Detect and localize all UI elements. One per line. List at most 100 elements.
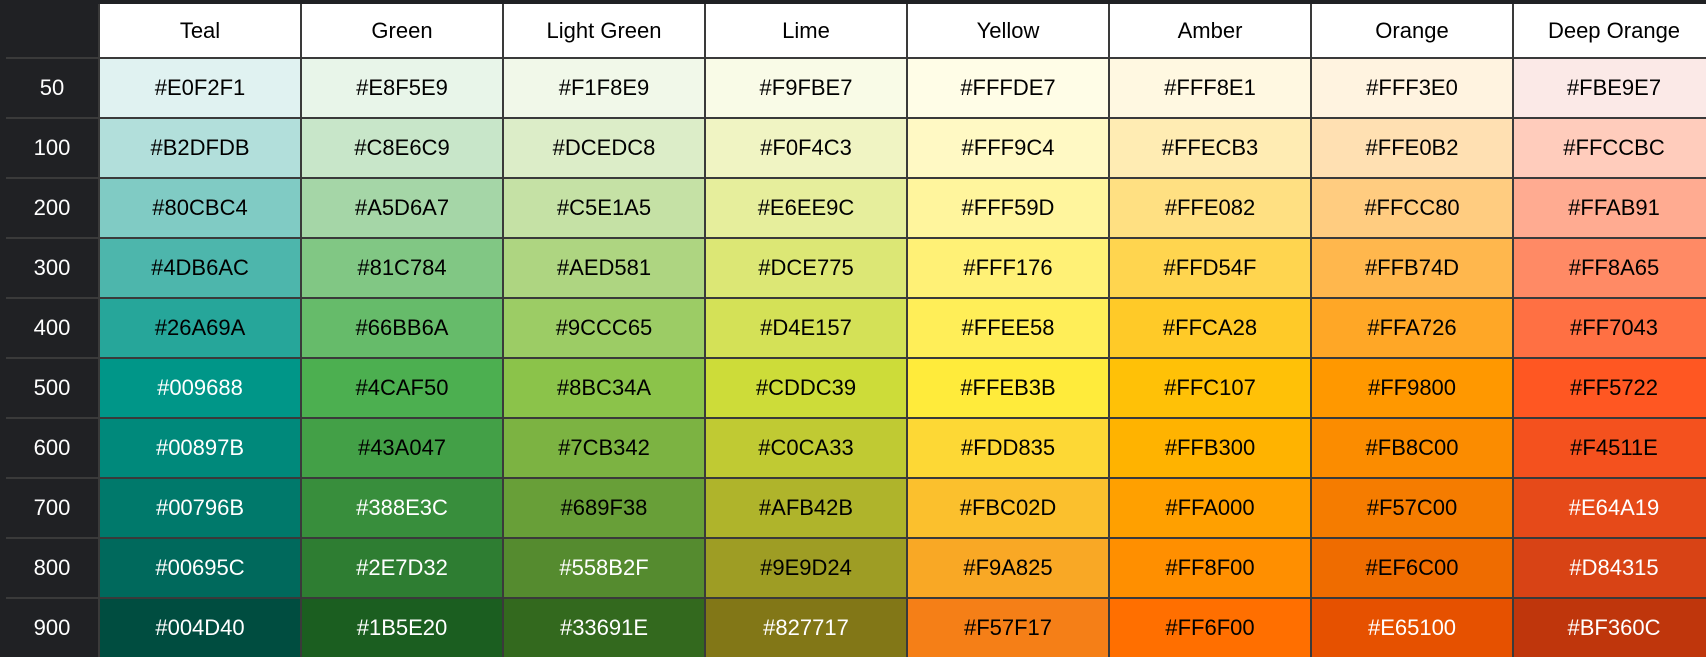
color-swatch: #E64A19 xyxy=(1514,479,1706,537)
color-swatch: #FF9800 xyxy=(1312,359,1512,417)
color-swatch: #689F38 xyxy=(504,479,704,537)
color-swatch: #00796B xyxy=(100,479,300,537)
color-swatch: #BF360C xyxy=(1514,599,1706,657)
color-swatch: #F57F17 xyxy=(908,599,1108,657)
table-corner xyxy=(6,4,98,57)
color-swatch: #FF7043 xyxy=(1514,299,1706,357)
column-header-teal: Teal xyxy=(100,4,300,57)
color-swatch: #FFEE58 xyxy=(908,299,1108,357)
color-swatch: #FFF3E0 xyxy=(1312,59,1512,117)
color-swatch: #FFA726 xyxy=(1312,299,1512,357)
color-swatch: #B2DFDB xyxy=(100,119,300,177)
color-swatch: #388E3C xyxy=(302,479,502,537)
color-swatch: #9E9D24 xyxy=(706,539,906,597)
color-swatch: #FF6F00 xyxy=(1110,599,1310,657)
shade-label-800: 800 xyxy=(6,539,98,597)
color-swatch: #FFAB91 xyxy=(1514,179,1706,237)
shade-label-900: 900 xyxy=(6,599,98,657)
color-swatch: #FFD54F xyxy=(1110,239,1310,297)
color-swatch: #9CCC65 xyxy=(504,299,704,357)
column-header-yellow: Yellow xyxy=(908,4,1108,57)
color-swatch: #E6EE9C xyxy=(706,179,906,237)
color-swatch: #7CB342 xyxy=(504,419,704,477)
color-swatch: #FFF176 xyxy=(908,239,1108,297)
color-swatch: #FFB300 xyxy=(1110,419,1310,477)
color-swatch: #C5E1A5 xyxy=(504,179,704,237)
color-swatch: #FF5722 xyxy=(1514,359,1706,417)
color-swatch: #8BC34A xyxy=(504,359,704,417)
color-swatch: #00695C xyxy=(100,539,300,597)
color-swatch: #F9FBE7 xyxy=(706,59,906,117)
shade-label-300: 300 xyxy=(6,239,98,297)
shade-label-400: 400 xyxy=(6,299,98,357)
color-palette-table: Teal Green Light Green Lime Yellow Amber… xyxy=(6,4,1706,657)
column-header-light-green: Light Green xyxy=(504,4,704,57)
color-swatch: #33691E xyxy=(504,599,704,657)
color-swatch: #FF8A65 xyxy=(1514,239,1706,297)
color-swatch: #FFF8E1 xyxy=(1110,59,1310,117)
color-swatch: #E0F2F1 xyxy=(100,59,300,117)
shade-label-200: 200 xyxy=(6,179,98,237)
column-header-orange: Orange xyxy=(1312,4,1512,57)
color-swatch: #2E7D32 xyxy=(302,539,502,597)
color-swatch: #1B5E20 xyxy=(302,599,502,657)
color-swatch: #558B2F xyxy=(504,539,704,597)
column-header-green: Green xyxy=(302,4,502,57)
color-swatch: #F1F8E9 xyxy=(504,59,704,117)
color-swatch: #827717 xyxy=(706,599,906,657)
color-swatch: #FFFDE7 xyxy=(908,59,1108,117)
color-swatch: #CDDC39 xyxy=(706,359,906,417)
color-swatch: #C8E6C9 xyxy=(302,119,502,177)
color-swatch: #FB8C00 xyxy=(1312,419,1512,477)
color-swatch: #FFECB3 xyxy=(1110,119,1310,177)
color-swatch: #FFE0B2 xyxy=(1312,119,1512,177)
shade-label-700: 700 xyxy=(6,479,98,537)
color-swatch: #FBC02D xyxy=(908,479,1108,537)
color-swatch: #A5D6A7 xyxy=(302,179,502,237)
color-swatch: #DCE775 xyxy=(706,239,906,297)
color-swatch: #F57C00 xyxy=(1312,479,1512,537)
color-swatch: #81C784 xyxy=(302,239,502,297)
shade-label-500: 500 xyxy=(6,359,98,417)
color-swatch: #66BB6A xyxy=(302,299,502,357)
color-swatch: #4CAF50 xyxy=(302,359,502,417)
color-swatch: #004D40 xyxy=(100,599,300,657)
color-swatch: #AED581 xyxy=(504,239,704,297)
color-swatch: #F4511E xyxy=(1514,419,1706,477)
color-swatch: #26A69A xyxy=(100,299,300,357)
color-swatch: #AFB42B xyxy=(706,479,906,537)
color-swatch: #00897B xyxy=(100,419,300,477)
color-swatch: #FFC107 xyxy=(1110,359,1310,417)
color-swatch: #FFCC80 xyxy=(1312,179,1512,237)
color-swatch: #FDD835 xyxy=(908,419,1108,477)
color-swatch: #009688 xyxy=(100,359,300,417)
color-swatch: #FFCCBC xyxy=(1514,119,1706,177)
shade-label-50: 50 xyxy=(6,59,98,117)
color-swatch: #D4E157 xyxy=(706,299,906,357)
color-swatch: #F0F4C3 xyxy=(706,119,906,177)
color-swatch: #FFE082 xyxy=(1110,179,1310,237)
color-swatch: #43A047 xyxy=(302,419,502,477)
color-swatch: #D84315 xyxy=(1514,539,1706,597)
color-swatch: #4DB6AC xyxy=(100,239,300,297)
color-swatch: #F9A825 xyxy=(908,539,1108,597)
color-swatch: #FFF59D xyxy=(908,179,1108,237)
color-swatch: #FFCA28 xyxy=(1110,299,1310,357)
color-swatch: #EF6C00 xyxy=(1312,539,1512,597)
shade-label-600: 600 xyxy=(6,419,98,477)
color-swatch: #FF8F00 xyxy=(1110,539,1310,597)
column-header-amber: Amber xyxy=(1110,4,1310,57)
shade-label-100: 100 xyxy=(6,119,98,177)
color-swatch: #80CBC4 xyxy=(100,179,300,237)
color-swatch: #E8F5E9 xyxy=(302,59,502,117)
color-swatch: #FFB74D xyxy=(1312,239,1512,297)
column-header-lime: Lime xyxy=(706,4,906,57)
color-swatch: #FFF9C4 xyxy=(908,119,1108,177)
color-swatch: #FFEB3B xyxy=(908,359,1108,417)
color-swatch: #FFA000 xyxy=(1110,479,1310,537)
column-header-deep-orange: Deep Orange xyxy=(1514,4,1706,57)
color-swatch: #DCEDC8 xyxy=(504,119,704,177)
color-swatch: #C0CA33 xyxy=(706,419,906,477)
color-swatch: #E65100 xyxy=(1312,599,1512,657)
color-swatch: #FBE9E7 xyxy=(1514,59,1706,117)
